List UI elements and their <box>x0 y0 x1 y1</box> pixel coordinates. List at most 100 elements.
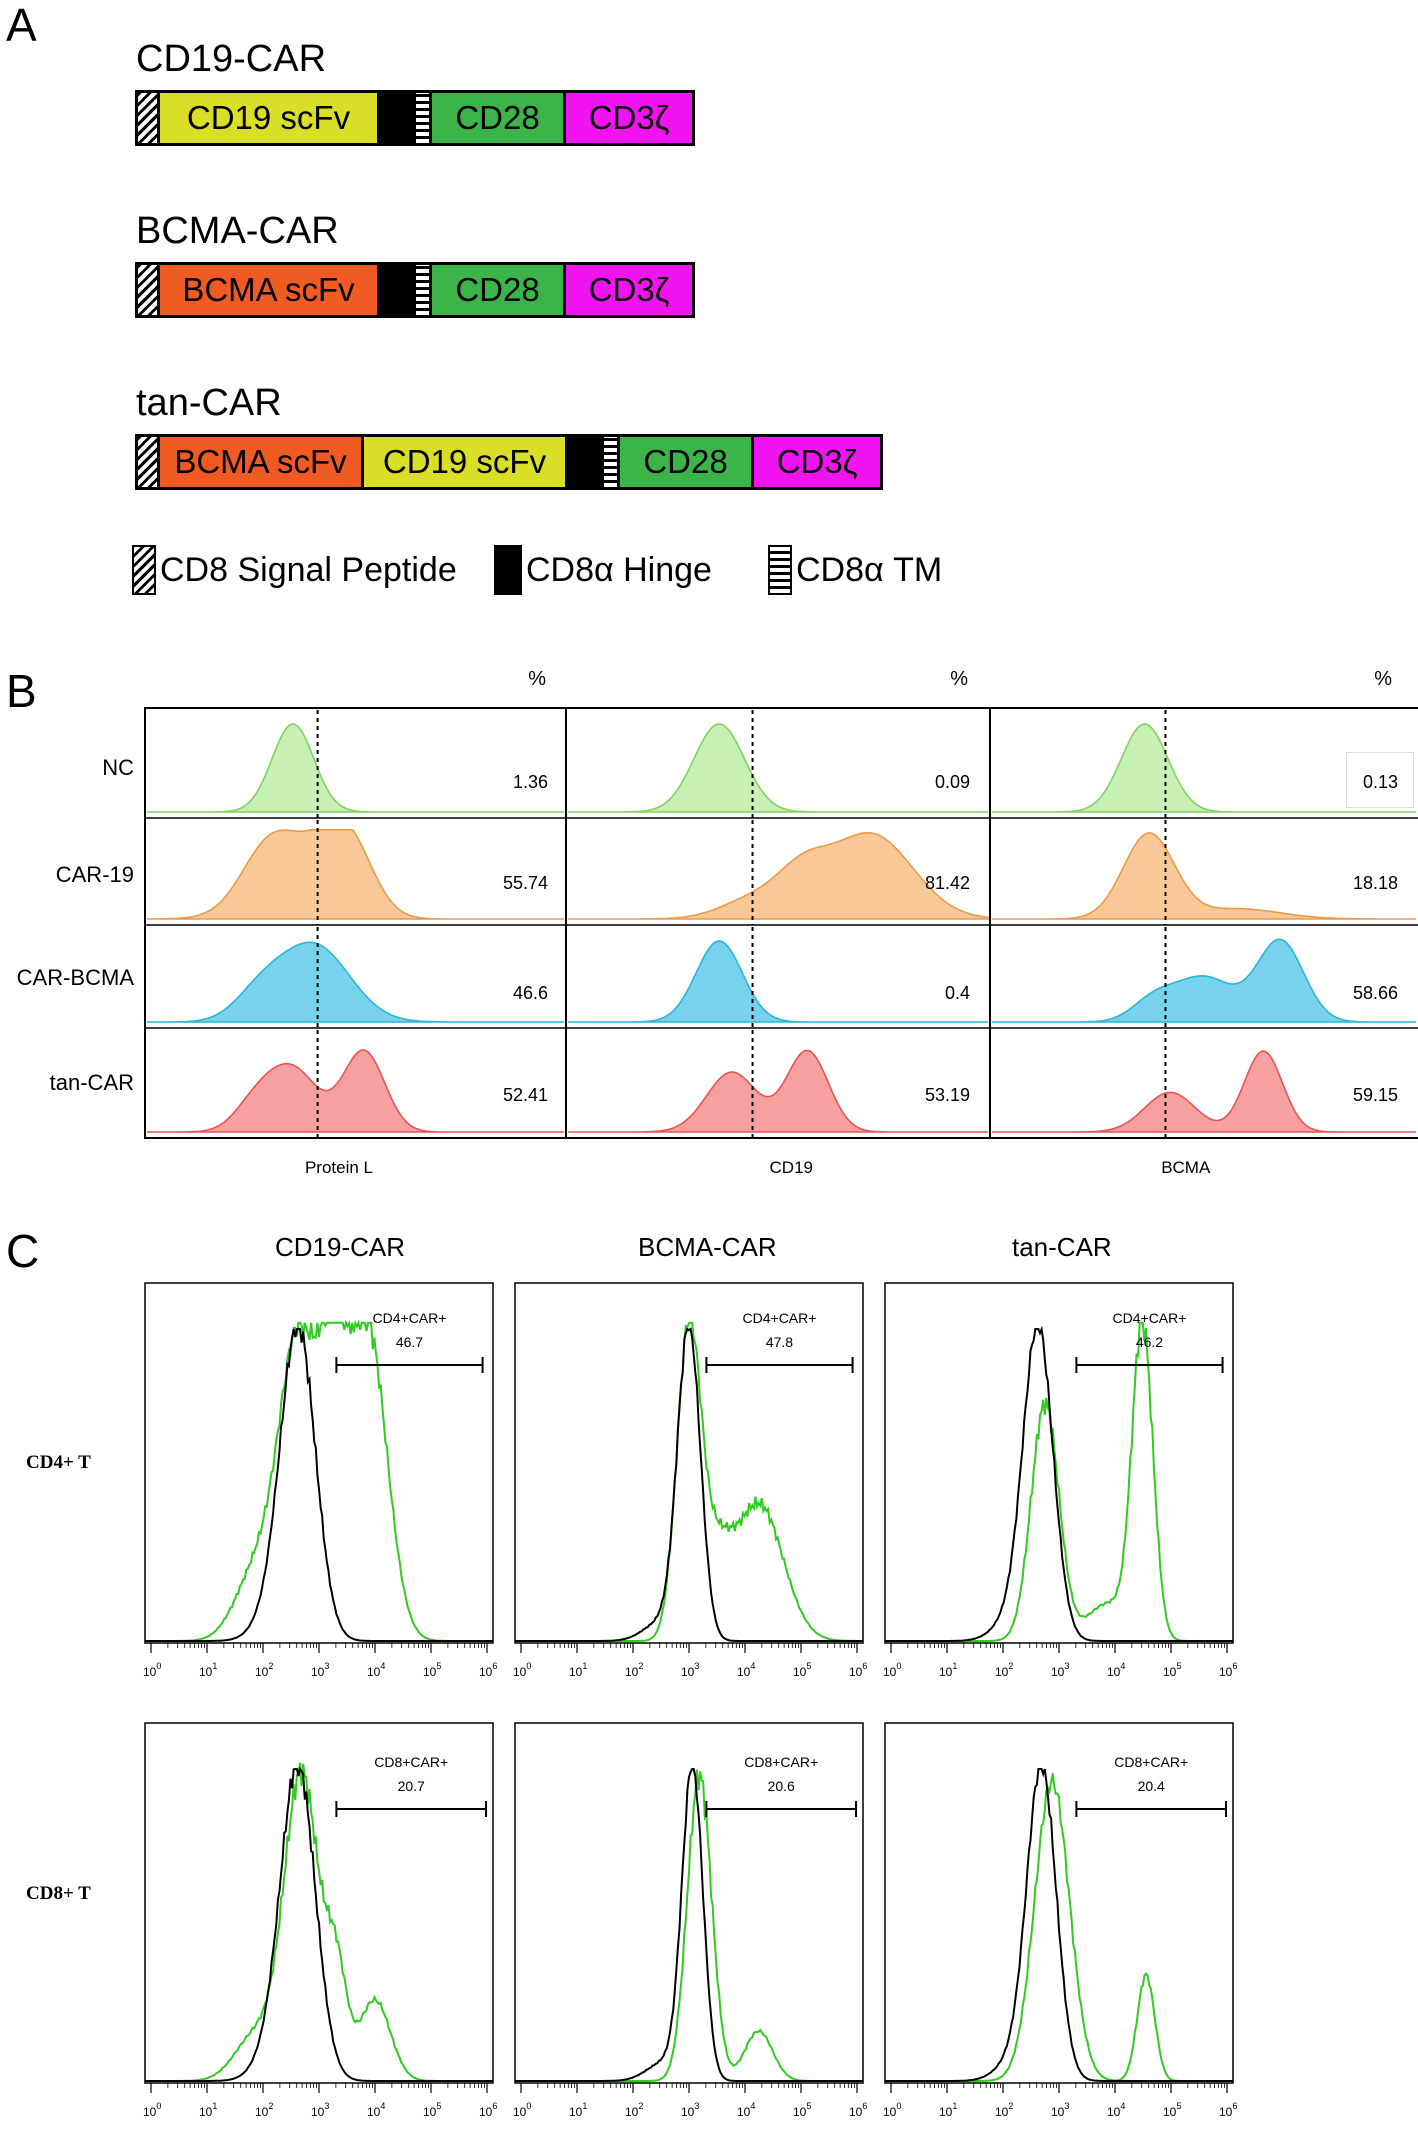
histogram-curve <box>568 723 988 813</box>
tick-exponent: 5 <box>436 2101 441 2111</box>
gate-value: 46.7 <box>396 1334 423 1350</box>
signal-swatch <box>132 545 156 595</box>
tick-label: 105 <box>793 2101 811 2119</box>
car-histogram-line <box>515 1769 863 2082</box>
histogram-curve <box>568 1049 988 1133</box>
tick-label: 105 <box>793 1661 811 1679</box>
tick-exponent: 4 <box>750 2101 755 2111</box>
tick-label: 103 <box>1051 1661 1069 1679</box>
tick-exponent: 4 <box>1120 2101 1125 2111</box>
tick-label: 103 <box>681 1661 699 1679</box>
tick-exponent: 3 <box>694 1661 699 1671</box>
tick-label: 101 <box>939 2101 957 2119</box>
tick-exponent: 6 <box>1232 2101 1237 2111</box>
tick-exponent: 0 <box>896 2101 901 2111</box>
tick-label: 105 <box>1163 1661 1181 1679</box>
tick-exponent: 1 <box>582 1661 587 1671</box>
tick-label: 106 <box>1219 2101 1237 2119</box>
tick-exponent: 1 <box>952 1661 957 1671</box>
tm-segment <box>416 265 432 315</box>
percent-value: 53.19 <box>924 1085 970 1105</box>
tick-label: 100 <box>143 1661 161 1679</box>
percent-header: % <box>950 668 968 690</box>
construct-bar: BCMA scFv CD19 scFv CD28 CD3ζ <box>135 434 883 490</box>
tick-exponent: 4 <box>380 1661 385 1671</box>
tick-label: 106 <box>1219 1661 1237 1679</box>
tick-label: 102 <box>255 2101 273 2119</box>
tick-exponent: 6 <box>862 2101 867 2111</box>
sample-label: tan-CAR <box>49 1070 134 1095</box>
tick-exponent: 3 <box>324 1661 329 1671</box>
tick-label: 100 <box>143 2101 161 2119</box>
legend-item: CD8α Hinge <box>494 545 712 595</box>
tick-label: 104 <box>1107 1661 1125 1679</box>
tick-label: 103 <box>681 2101 699 2119</box>
tick-exponent: 1 <box>212 1661 217 1671</box>
signal-segment <box>138 93 160 143</box>
tm-segment <box>416 93 432 143</box>
tick-label: 104 <box>367 1661 385 1679</box>
tick-exponent: 5 <box>806 2101 811 2111</box>
histogram-curve <box>568 831 989 920</box>
legend-label: CD8α TM <box>796 550 943 589</box>
tick-label: 100 <box>883 1661 901 1679</box>
domain-segment: BCMA scFv <box>160 265 380 315</box>
tick-label: 101 <box>569 1661 587 1679</box>
gate-value: 20.7 <box>398 1778 425 1794</box>
percent-header: % <box>528 668 546 690</box>
domain-segment: CD19 scFv <box>364 437 568 487</box>
histogram-curve <box>147 723 564 813</box>
x-axis-label: BCMA <box>1161 1158 1211 1177</box>
tick-label: 104 <box>367 2101 385 2119</box>
gate-name: CD4+CAR+ <box>1113 1310 1187 1326</box>
construct-title: BCMA-CAR <box>136 210 339 252</box>
histogram-curve <box>147 829 564 920</box>
car-column-title: tan-CAR <box>1012 1232 1112 1262</box>
car-column-title: CD19-CAR <box>275 1232 406 1262</box>
tick-label: 100 <box>513 2101 531 2119</box>
hinge-swatch <box>494 545 522 595</box>
tick-label: 102 <box>995 1661 1013 1679</box>
control-histogram-line <box>885 1325 1233 1642</box>
nc-value-box <box>1346 752 1414 808</box>
tick-exponent: 6 <box>1232 1661 1237 1671</box>
percent-header: % <box>1374 668 1392 690</box>
plot-frame <box>514 1282 864 1644</box>
construct-bar: CD19 scFv CD28 CD3ζ <box>135 90 695 146</box>
domain-segment: CD3ζ <box>566 265 692 315</box>
tick-label: 106 <box>849 1661 867 1679</box>
x-axis-label: CD19 <box>769 1158 813 1177</box>
hinge-segment <box>380 93 416 143</box>
domain-segment: CD19 scFv <box>160 93 380 143</box>
domain-segment: CD3ζ <box>566 93 692 143</box>
tick-exponent: 6 <box>492 2101 497 2111</box>
tick-exponent: 3 <box>1064 1661 1069 1671</box>
tick-exponent: 4 <box>1120 1661 1125 1671</box>
legend-item: CD8α TM <box>768 545 942 595</box>
plot-frame <box>884 1722 1234 2084</box>
car-histogram-line <box>885 1321 1233 1642</box>
percent-value: 58.66 <box>1352 983 1398 1003</box>
panel-b-frame <box>144 707 1418 1139</box>
control-histogram-line <box>145 1328 493 1642</box>
plot-frame <box>144 1722 494 2084</box>
control-histogram-line <box>515 1768 863 2082</box>
sample-label: NC <box>102 755 134 780</box>
gate-name: CD4+CAR+ <box>743 1310 817 1326</box>
tick-exponent: 0 <box>156 2101 161 2111</box>
histogram-curve <box>568 940 988 1023</box>
tick-exponent: 2 <box>268 1661 273 1671</box>
tick-exponent: 1 <box>952 2101 957 2111</box>
construct-title: CD19-CAR <box>136 38 327 80</box>
tick-exponent: 2 <box>638 1661 643 1671</box>
hinge-segment <box>568 437 604 487</box>
domain-segment: CD28 <box>432 265 566 315</box>
tick-label: 106 <box>849 2101 867 2119</box>
tick-exponent: 2 <box>638 2101 643 2111</box>
domain-segment: CD3ζ <box>754 437 880 487</box>
tick-label: 102 <box>995 2101 1013 2119</box>
